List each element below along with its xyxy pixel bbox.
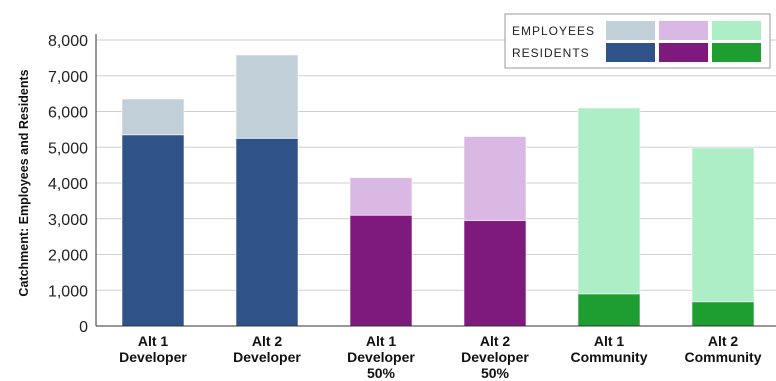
x-tick-label: Alt 1 bbox=[138, 333, 169, 349]
x-tick-label: Developer bbox=[347, 349, 415, 365]
bar-residents-1 bbox=[235, 137, 299, 327]
bar-employees-4 bbox=[577, 107, 641, 295]
legend-label-employees: EMPLOYEES bbox=[512, 24, 595, 38]
bar-employees-1 bbox=[235, 54, 299, 139]
bar-residents-3 bbox=[463, 220, 527, 327]
bar-residents-0 bbox=[121, 134, 185, 327]
x-tick-label: Alt 2 bbox=[480, 333, 511, 349]
legend-swatch bbox=[712, 21, 761, 40]
y-tick-labels: 0 1,000 2,000 3,000 4,000 5,000 6,000 7,000 8,00… bbox=[48, 33, 88, 336]
bar-employees-5 bbox=[691, 147, 755, 303]
x-tick-label: Developer bbox=[461, 349, 529, 365]
x-tick-label: 50% bbox=[367, 365, 396, 381]
y-tick-label: 3,000 bbox=[48, 212, 88, 229]
grid bbox=[96, 39, 776, 291]
bar-employees-2 bbox=[349, 177, 413, 216]
y-tick-label: 5,000 bbox=[48, 140, 88, 157]
legend-label-residents: RESIDENTS bbox=[512, 46, 590, 60]
y-tick-label: 8,000 bbox=[48, 33, 88, 50]
y-tick-label: 6,000 bbox=[48, 105, 88, 122]
legend: EMPLOYEES RESIDENTS bbox=[504, 13, 771, 69]
legend-swatch bbox=[659, 21, 708, 40]
bar-employees-0 bbox=[121, 98, 185, 136]
legend-swatch bbox=[712, 43, 761, 62]
y-tick-label: 4,000 bbox=[48, 176, 88, 193]
y-tick-label: 0 bbox=[79, 319, 88, 336]
bars bbox=[121, 54, 755, 327]
x-tick-label: Alt 2 bbox=[708, 333, 739, 349]
bar-residents-4 bbox=[577, 293, 641, 327]
y-tick-label: 1,000 bbox=[48, 283, 88, 300]
axes bbox=[95, 34, 776, 327]
x-tick-label: 50% bbox=[481, 365, 510, 381]
x-tick-label: Community bbox=[685, 349, 762, 365]
y-axis-label: Catchment: Employees and Residents bbox=[17, 69, 31, 296]
bar-employees-3 bbox=[463, 136, 527, 222]
x-tick-label: Alt 2 bbox=[252, 333, 283, 349]
x-tick-label: Developer bbox=[119, 349, 187, 365]
bar-residents-2 bbox=[349, 214, 413, 327]
x-tick-label: Developer bbox=[233, 349, 301, 365]
x-tick-label: Alt 1 bbox=[366, 333, 397, 349]
legend-swatch bbox=[606, 43, 655, 62]
y-tick-label: 2,000 bbox=[48, 248, 88, 265]
legend-swatch bbox=[659, 43, 708, 62]
x-tick-label: Community bbox=[571, 349, 648, 365]
y-tick-label: 7,000 bbox=[48, 69, 88, 86]
legend-swatch bbox=[606, 21, 655, 40]
bar-residents-5 bbox=[691, 301, 755, 327]
x-tick-label: Alt 1 bbox=[594, 333, 625, 349]
